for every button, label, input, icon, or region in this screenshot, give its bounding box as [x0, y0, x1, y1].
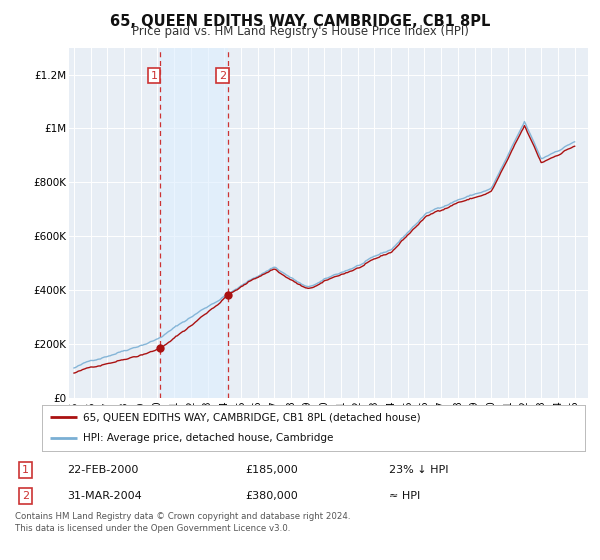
Text: 2: 2 [219, 71, 226, 81]
Text: ≈ HPI: ≈ HPI [389, 491, 421, 501]
Bar [160, 48, 229, 398]
Text: 65, QUEEN EDITHS WAY, CAMBRIDGE, CB1 8PL: 65, QUEEN EDITHS WAY, CAMBRIDGE, CB1 8PL [110, 14, 490, 29]
Text: HPI: Average price, detached house, Cambridge: HPI: Average price, detached house, Camb… [83, 433, 333, 444]
Text: 1: 1 [151, 71, 157, 81]
Text: 23% ↓ HPI: 23% ↓ HPI [389, 465, 449, 475]
Text: 65, QUEEN EDITHS WAY, CAMBRIDGE, CB1 8PL (detached house): 65, QUEEN EDITHS WAY, CAMBRIDGE, CB1 8PL… [83, 412, 421, 422]
Text: 22-FEB-2000: 22-FEB-2000 [67, 465, 138, 475]
Text: 2: 2 [22, 491, 29, 501]
Text: 1: 1 [22, 465, 29, 475]
Text: £185,000: £185,000 [245, 465, 298, 475]
Text: 31-MAR-2004: 31-MAR-2004 [67, 491, 142, 501]
Text: £380,000: £380,000 [245, 491, 298, 501]
Text: Contains HM Land Registry data © Crown copyright and database right 2024.
This d: Contains HM Land Registry data © Crown c… [15, 512, 350, 533]
Text: Price paid vs. HM Land Registry's House Price Index (HPI): Price paid vs. HM Land Registry's House … [131, 25, 469, 38]
